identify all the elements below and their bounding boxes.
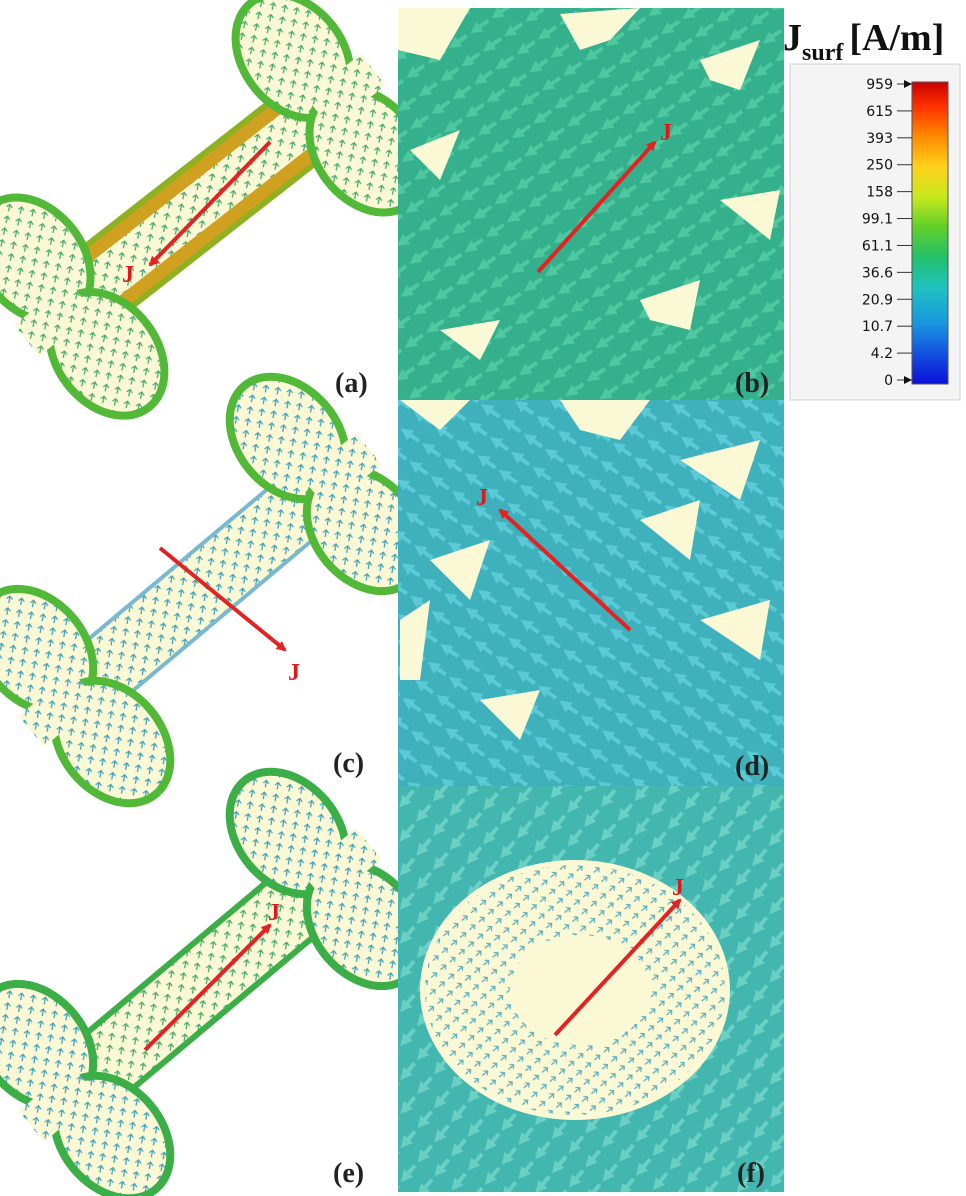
colorbar-tick-label: 615 xyxy=(866,104,893,120)
colorbar-tick-label: 4.2 xyxy=(871,346,893,362)
pad-left-a xyxy=(0,193,169,420)
device-a xyxy=(0,0,429,420)
colorbar-tick-label: 99.1 xyxy=(862,212,893,228)
panel-c: J (c) xyxy=(0,372,428,808)
current-label-b: J xyxy=(660,120,672,146)
panel-a: J (a) xyxy=(0,0,429,420)
colorbar-tick-label: 158 xyxy=(866,185,893,201)
panel-d: J (d) xyxy=(398,400,784,786)
current-arrow-e xyxy=(143,923,272,1052)
device-c xyxy=(0,372,428,808)
center-region-f xyxy=(420,860,730,1120)
current-arrow-f xyxy=(553,898,682,1037)
panel-label-b: (b) xyxy=(735,368,769,399)
panel-label-a: (a) xyxy=(335,368,368,399)
pad-right-c xyxy=(225,372,428,596)
pad-left-c xyxy=(0,584,175,808)
colorbar-title-sub: surf xyxy=(802,40,844,66)
gaps-d xyxy=(400,400,770,740)
colorbar-tick-label: 20.9 xyxy=(862,292,893,308)
current-label-c: J xyxy=(288,660,300,686)
colorbar: Jsurf [A/m] 959 615 393 250 158 99.1 61.1 36.6 20… xyxy=(783,17,961,401)
colorbar-title: Jsurf [A/m] xyxy=(783,17,944,66)
current-label-e: J xyxy=(268,900,280,926)
pad-left-e xyxy=(0,979,175,1196)
colorbar-gradient xyxy=(911,81,949,385)
colorbar-tick-label: 10.7 xyxy=(862,319,893,335)
panel-label-d: (d) xyxy=(735,751,769,782)
colorbar-tick-label: 250 xyxy=(866,158,893,174)
colorbar-ticks: 959 615 393 250 158 99.1 61.1 36.6 20.9 10.7 4.2 0 xyxy=(862,77,912,389)
colorbar-end-arrow-icon xyxy=(904,80,912,88)
device-e xyxy=(0,767,428,1196)
colorbar-end-arrow-icon xyxy=(904,376,912,384)
pad-right-e xyxy=(225,767,428,991)
current-arrow-b xyxy=(536,140,657,274)
current-label-d: J xyxy=(476,485,488,511)
colorbar-tick-label: 61.1 xyxy=(862,238,893,254)
current-arrow-c xyxy=(158,546,287,652)
colorbar-tick-label: 393 xyxy=(866,131,893,147)
current-label-f: J xyxy=(672,875,684,901)
colorbar-tick-label: 959 xyxy=(866,77,893,93)
panel-label-e: (e) xyxy=(333,1158,364,1189)
panel-e: J (e) xyxy=(0,767,428,1196)
current-label-a: J xyxy=(122,262,134,288)
colorbar-title-main: J xyxy=(783,17,802,59)
pad-right-a xyxy=(231,0,429,217)
panel-label-c: (c) xyxy=(333,748,364,779)
current-arrow-a xyxy=(148,140,272,267)
panel-b: J (b) xyxy=(398,8,784,400)
colorbar-tick-label: 0 xyxy=(884,373,893,389)
gaps-b xyxy=(398,8,780,360)
current-arrow-d xyxy=(498,508,632,632)
panel-label-f: (f) xyxy=(737,1158,765,1189)
colorbar-title-unit: [A/m] xyxy=(849,17,944,59)
panel-f: J (f) xyxy=(398,786,784,1192)
colorbar-tick-label: 36.6 xyxy=(862,265,893,281)
